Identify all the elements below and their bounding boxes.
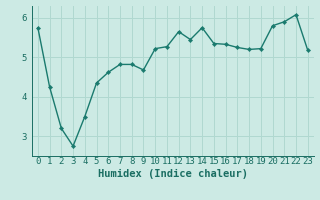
X-axis label: Humidex (Indice chaleur): Humidex (Indice chaleur) [98,169,248,179]
